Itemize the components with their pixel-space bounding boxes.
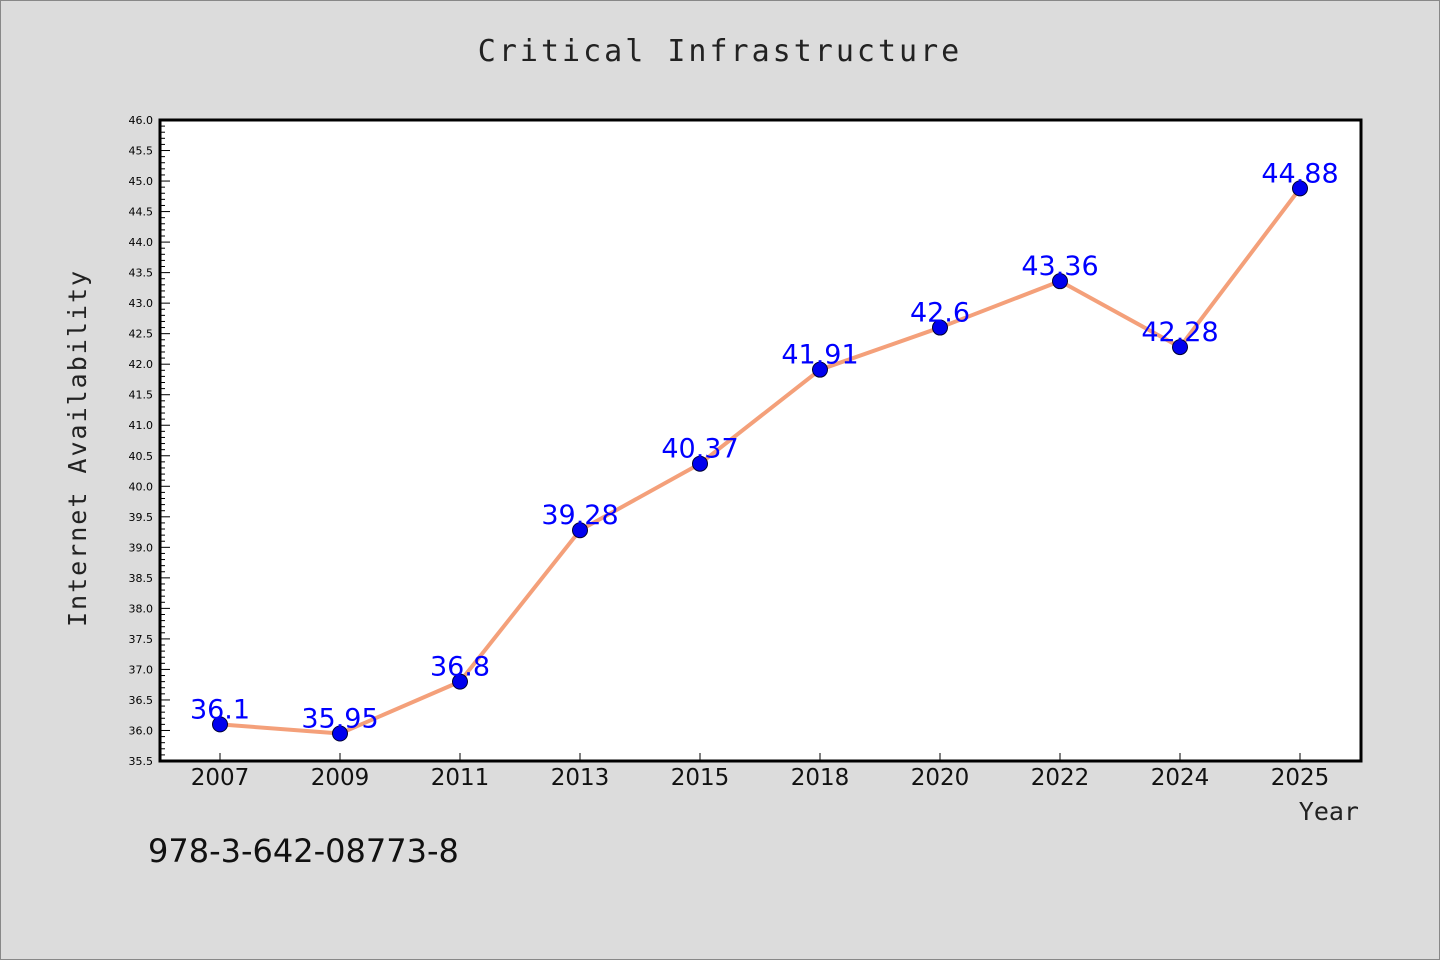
data-point [932, 319, 948, 336]
y-tick-label: 40.5 [129, 450, 154, 463]
x-tick-label: 2022 [1031, 765, 1090, 791]
x-tick-label: 2024 [1151, 765, 1210, 791]
y-tick-label: 39.0 [129, 541, 154, 554]
data-point [332, 725, 348, 742]
x-tick-label: 2011 [431, 765, 490, 791]
y-tick-label: 36.0 [129, 724, 154, 737]
data-label: 42.28 [1141, 317, 1218, 348]
y-axis-label: Internet Availability [63, 269, 92, 627]
y-tick-label: 44.5 [129, 206, 154, 219]
data-point [212, 716, 228, 733]
y-tick-label: 36.5 [129, 694, 154, 707]
x-axis: 2007 2009 2011 2013 2015 2018 2020 2022 2024 2025 [191, 753, 1330, 791]
y-tick-label: 38.0 [129, 602, 154, 615]
data-label: 35.95 [301, 704, 378, 735]
data-label: 36.1 [190, 694, 250, 725]
plot-area [158, 118, 1363, 763]
data-point [452, 673, 468, 690]
y-tick-label: 41.0 [129, 419, 154, 432]
footer-code: 978-3-642-08773-8 [148, 832, 459, 870]
y-tick-label: 41.5 [129, 389, 154, 402]
y-tick-label: 39.5 [129, 511, 154, 524]
data-labels: 36.1 35.95 36.8 39.28 40.37 41.91 42.6 43.36 42.… [190, 158, 1339, 734]
data-point [1292, 180, 1308, 197]
y-tick-label: 37.5 [129, 633, 154, 646]
y-tick-label: 46.0 [129, 114, 154, 127]
y-tick-label: 45.5 [129, 145, 154, 158]
y-tick-label: 42.5 [129, 328, 154, 341]
data-label: 39.28 [541, 500, 618, 531]
x-axis-label: Year [1299, 797, 1359, 826]
data-label: 44.88 [1261, 158, 1338, 189]
data-label: 36.8 [430, 652, 490, 683]
y-tick-label: 43.5 [129, 267, 154, 280]
data-label: 43.36 [1021, 251, 1098, 282]
data-label: 41.91 [781, 340, 858, 371]
chart-title: Critical Infrastructure [477, 34, 963, 69]
y-tick-label: 40.0 [129, 480, 154, 493]
series-line [219, 187, 1302, 736]
x-tick-label: 2009 [311, 765, 370, 791]
y-axis: 35.5 36.0 36.5 37.0 37.5 38.0 38.5 39.0 39.5 40.0… [129, 114, 170, 768]
x-tick-label: 2015 [671, 765, 730, 791]
y-tick-label: 45.0 [129, 175, 154, 188]
x-tick-label: 2018 [791, 765, 850, 791]
y-tick-label: 43.0 [129, 297, 154, 310]
data-point [572, 522, 588, 539]
data-points [212, 180, 1308, 742]
y-tick-label: 35.5 [129, 755, 154, 768]
data-point [692, 455, 708, 472]
data-point [812, 361, 828, 378]
x-tick-label: 2007 [191, 765, 250, 791]
y-tick-label: 37.0 [129, 663, 154, 676]
x-tick-label: 2013 [551, 765, 610, 791]
x-tick-label: 2020 [911, 765, 970, 791]
y-tick-label: 44.0 [129, 236, 154, 249]
x-tick-label: 2025 [1271, 765, 1330, 791]
data-point [1052, 273, 1068, 290]
y-tick-label: 42.0 [129, 358, 154, 371]
data-label: 40.37 [661, 434, 738, 465]
data-point [1172, 339, 1188, 356]
data-label: 42.6 [910, 298, 970, 329]
y-tick-label: 38.5 [129, 572, 154, 585]
